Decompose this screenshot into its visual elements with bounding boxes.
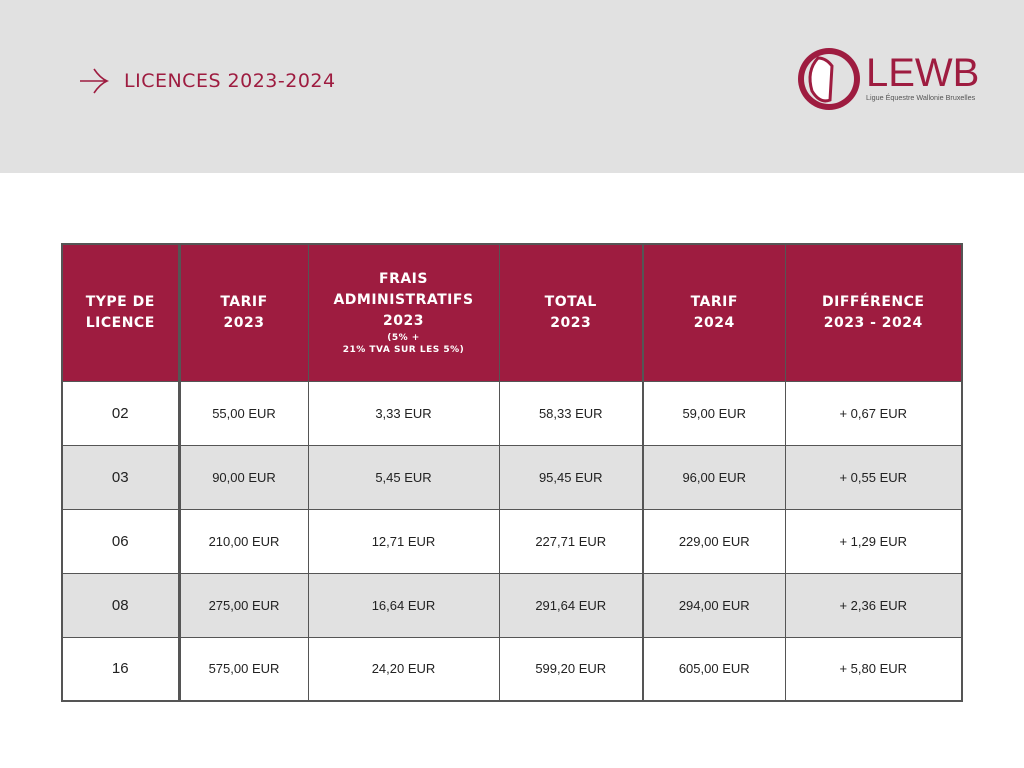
svg-text:LEWB: LEWB xyxy=(866,51,979,95)
table-cell: 229,00 EUR xyxy=(642,508,786,574)
table-cell: 605,00 EUR xyxy=(642,636,786,702)
col-tarif-2023: TARIF 2023 xyxy=(178,243,309,382)
table-cell: + 0,67 EUR xyxy=(784,380,963,446)
table-cell: 96,00 EUR xyxy=(642,444,786,510)
col-label: TARIF xyxy=(220,293,268,310)
table-cell: 58,33 EUR xyxy=(498,380,644,446)
col-note: 21% TVA SUR LES 5%) xyxy=(342,345,465,356)
col-label: LICENCE xyxy=(85,314,155,331)
table-cell: 227,71 EUR xyxy=(498,508,644,574)
page-title: LICENCES 2023-2024 xyxy=(78,66,336,96)
col-label: ADMINISTRATIFS xyxy=(333,292,474,309)
lewb-logo: LEWB Ligue Équestre Wallonie Bruxelles xyxy=(798,48,979,110)
table-row: 16 575,00 EUR 24,20 EUR 599,20 EUR 605,00 EU… xyxy=(61,636,963,702)
table-cell: 59,00 EUR xyxy=(642,380,786,446)
col-label: DIFFÉRENCE xyxy=(822,293,925,310)
table-cell: 06 xyxy=(61,508,181,574)
col-type: TYPE DE LICENCE xyxy=(61,243,181,382)
col-label: 2023 xyxy=(383,313,424,330)
table-cell: + 0,55 EUR xyxy=(784,444,963,510)
col-label: TYPE DE xyxy=(85,293,155,310)
col-note: (5% + xyxy=(387,333,420,344)
table-cell: 291,64 EUR xyxy=(498,572,644,638)
table-cell: 16,64 EUR xyxy=(307,572,500,638)
table-row: 08 275,00 EUR 16,64 EUR 291,64 EUR 294,00 EU… xyxy=(61,572,963,638)
table-row: 03 90,00 EUR 5,45 EUR 95,45 EUR 96,00 EUR + 0… xyxy=(61,444,963,510)
table-cell: 02 xyxy=(61,380,181,446)
table-cell: + 2,36 EUR xyxy=(784,572,963,638)
table-cell: 55,00 EUR xyxy=(178,380,309,446)
col-tarif-2024: TARIF 2024 xyxy=(642,243,786,382)
col-difference: DIFFÉRENCE 2023 - 2024 xyxy=(784,243,963,382)
table-cell: 24,20 EUR xyxy=(307,636,500,702)
table-cell: 03 xyxy=(61,444,181,510)
col-label: 2023 xyxy=(223,314,265,331)
col-total-2023: TOTAL 2023 xyxy=(498,243,644,382)
table-cell: 95,45 EUR xyxy=(498,444,644,510)
col-frais: FRAIS ADMINISTRATIFS 2023 (5% +21% TVA SUR … xyxy=(307,243,500,382)
table-cell: 08 xyxy=(61,572,181,638)
table-cell: + 5,80 EUR xyxy=(784,636,963,702)
licence-table: TYPE DE LICENCE TARIF 2023 FRAIS ADMINISTRA… xyxy=(61,243,963,702)
col-label: TOTAL xyxy=(544,293,597,310)
table-header: TYPE DE LICENCE TARIF 2023 FRAIS ADMINISTRA… xyxy=(61,243,963,382)
arrow-right-icon xyxy=(80,68,110,94)
table-cell: 5,45 EUR xyxy=(307,444,500,510)
table-cell: 294,00 EUR xyxy=(642,572,786,638)
table-cell: 90,00 EUR xyxy=(178,444,309,510)
table-cell: 599,20 EUR xyxy=(498,636,644,702)
table-cell: 575,00 EUR xyxy=(178,636,309,702)
table-row: 02 55,00 EUR 3,33 EUR 58,33 EUR 59,00 EUR + 0… xyxy=(61,380,963,446)
svg-text:Ligue Équestre Wallonie Bruxel: Ligue Équestre Wallonie Bruxelles xyxy=(866,93,976,102)
table-cell: 210,00 EUR xyxy=(178,508,309,574)
table-cell: 16 xyxy=(61,636,181,702)
table-cell: 275,00 EUR xyxy=(178,572,309,638)
col-label: 2023 xyxy=(550,314,592,331)
col-label: TARIF xyxy=(690,293,738,310)
col-label: 2024 xyxy=(693,314,735,331)
table-cell: + 1,29 EUR xyxy=(784,508,963,574)
col-label: 2023 - 2024 xyxy=(823,314,923,331)
table-cell: 12,71 EUR xyxy=(307,508,500,574)
table-cell: 3,33 EUR xyxy=(307,380,500,446)
title-text: LICENCES 2023-2024 xyxy=(124,70,336,92)
table-row: 06 210,00 EUR 12,71 EUR 227,71 EUR 229,00 EU… xyxy=(61,508,963,574)
col-label: FRAIS xyxy=(379,271,428,288)
